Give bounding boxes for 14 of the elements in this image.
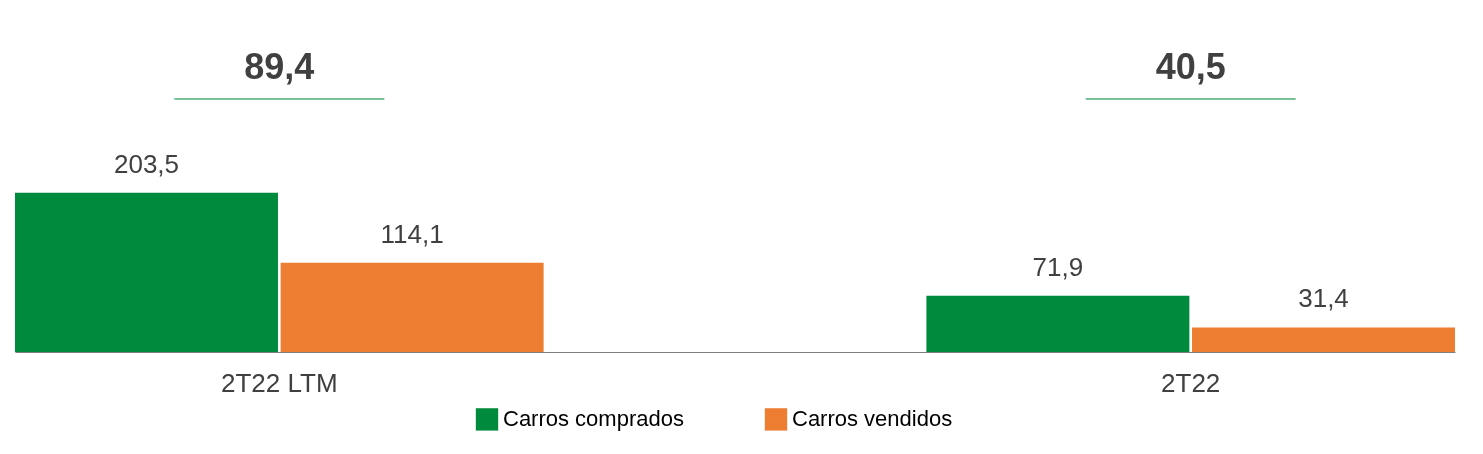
legend-label: Carros comprados [503,406,684,432]
x-tick-label: 2T22 [1161,367,1221,398]
data-label: 31,4 [1298,283,1349,314]
bar [926,295,1190,352]
bar [15,192,278,352]
data-label: 203,5 [113,148,180,179]
bar [1192,327,1455,352]
data-label: 114,1 [380,218,444,249]
text: 40,5 [1155,46,1226,87]
data-label: 71,9 [1032,251,1084,282]
text: 89,4 [244,46,315,87]
legend-label: Carros vendidos [792,406,953,432]
x-tick-label: 2T22 LTM [221,367,338,398]
bar [280,262,544,352]
